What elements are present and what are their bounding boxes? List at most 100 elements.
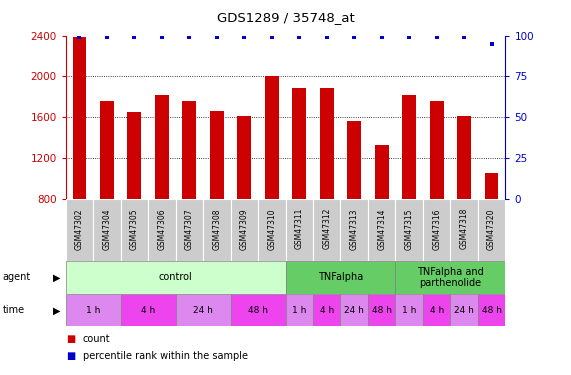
Bar	[451, 199, 478, 261]
Point	[240, 34, 249, 40]
Text: agent: agent	[3, 273, 31, 282]
Point	[349, 34, 359, 40]
Bar	[347, 121, 361, 199]
Text: 24 h: 24 h	[344, 306, 364, 315]
Point	[267, 34, 276, 40]
Bar	[210, 111, 224, 199]
Bar	[286, 199, 313, 261]
Bar	[395, 261, 505, 294]
Bar	[368, 294, 395, 326]
Bar	[451, 294, 478, 326]
Text: percentile rank within the sample: percentile rank within the sample	[83, 351, 248, 361]
Text: GSM47306: GSM47306	[158, 208, 166, 250]
Text: ▶: ▶	[53, 273, 61, 282]
Text: GSM47310: GSM47310	[267, 208, 276, 249]
Text: ▶: ▶	[53, 305, 61, 315]
Text: count: count	[83, 334, 110, 344]
Bar	[340, 294, 368, 326]
Bar	[368, 199, 395, 261]
Point	[460, 34, 469, 40]
Bar	[478, 199, 505, 261]
Bar	[375, 145, 388, 199]
Bar	[313, 294, 340, 326]
Point	[157, 34, 166, 40]
Point	[322, 34, 331, 40]
Text: control: control	[159, 273, 192, 282]
Text: GSM47313: GSM47313	[349, 208, 359, 249]
Text: 4 h: 4 h	[429, 306, 444, 315]
Text: TNFalpha: TNFalpha	[318, 273, 363, 282]
Point	[377, 34, 386, 40]
Bar	[286, 261, 395, 294]
Bar	[93, 199, 120, 261]
Text: 48 h: 48 h	[372, 306, 392, 315]
Point	[75, 34, 84, 40]
Point	[212, 34, 222, 40]
Bar	[231, 199, 258, 261]
Text: GSM47314: GSM47314	[377, 208, 386, 249]
Bar	[120, 294, 176, 326]
Bar	[286, 294, 313, 326]
Point	[130, 34, 139, 40]
Bar	[423, 294, 451, 326]
Text: 1 h: 1 h	[402, 306, 416, 315]
Point	[405, 34, 414, 40]
Text: GSM47309: GSM47309	[240, 208, 249, 250]
Bar	[238, 116, 251, 199]
Bar	[231, 294, 286, 326]
Text: 4 h: 4 h	[320, 306, 334, 315]
Text: GSM47307: GSM47307	[185, 208, 194, 250]
Bar	[100, 101, 114, 199]
Text: GSM47304: GSM47304	[102, 208, 111, 250]
Point	[102, 34, 111, 40]
Bar	[478, 294, 505, 326]
Point	[487, 41, 496, 47]
Bar	[66, 294, 120, 326]
Bar	[485, 173, 498, 199]
Bar	[423, 199, 451, 261]
Bar	[127, 112, 141, 199]
Bar	[320, 88, 333, 199]
Text: ■: ■	[66, 351, 75, 361]
Bar	[176, 199, 203, 261]
Text: 4 h: 4 h	[141, 306, 155, 315]
Point	[185, 34, 194, 40]
Text: GDS1289 / 35748_at: GDS1289 / 35748_at	[216, 11, 355, 24]
Text: time: time	[3, 305, 25, 315]
Bar	[176, 294, 231, 326]
Bar	[395, 294, 423, 326]
Bar	[203, 199, 231, 261]
Text: 24 h: 24 h	[454, 306, 474, 315]
Bar	[340, 199, 368, 261]
Bar	[183, 101, 196, 199]
Bar	[66, 261, 286, 294]
Bar	[148, 199, 176, 261]
Bar	[155, 95, 168, 199]
Text: 1 h: 1 h	[86, 306, 100, 315]
Text: GSM47318: GSM47318	[460, 208, 469, 249]
Point	[432, 34, 441, 40]
Text: 48 h: 48 h	[481, 306, 501, 315]
Text: ■: ■	[66, 334, 75, 344]
Text: GSM47305: GSM47305	[130, 208, 139, 250]
Text: GSM47312: GSM47312	[322, 208, 331, 249]
Bar	[73, 37, 86, 199]
Text: 48 h: 48 h	[248, 306, 268, 315]
Text: GSM47320: GSM47320	[487, 208, 496, 249]
Bar	[313, 199, 340, 261]
Text: GSM47316: GSM47316	[432, 208, 441, 249]
Text: GSM47315: GSM47315	[405, 208, 413, 249]
Text: GSM47308: GSM47308	[212, 208, 222, 249]
Bar	[66, 199, 93, 261]
Bar	[395, 199, 423, 261]
Point	[295, 34, 304, 40]
Text: 24 h: 24 h	[193, 306, 213, 315]
Text: TNFalpha and
parthenolide: TNFalpha and parthenolide	[417, 267, 484, 288]
Bar	[403, 95, 416, 199]
Bar	[292, 88, 306, 199]
Text: 1 h: 1 h	[292, 306, 307, 315]
Text: GSM47302: GSM47302	[75, 208, 84, 249]
Bar	[265, 76, 279, 199]
Text: GSM47311: GSM47311	[295, 208, 304, 249]
Bar	[430, 101, 444, 199]
